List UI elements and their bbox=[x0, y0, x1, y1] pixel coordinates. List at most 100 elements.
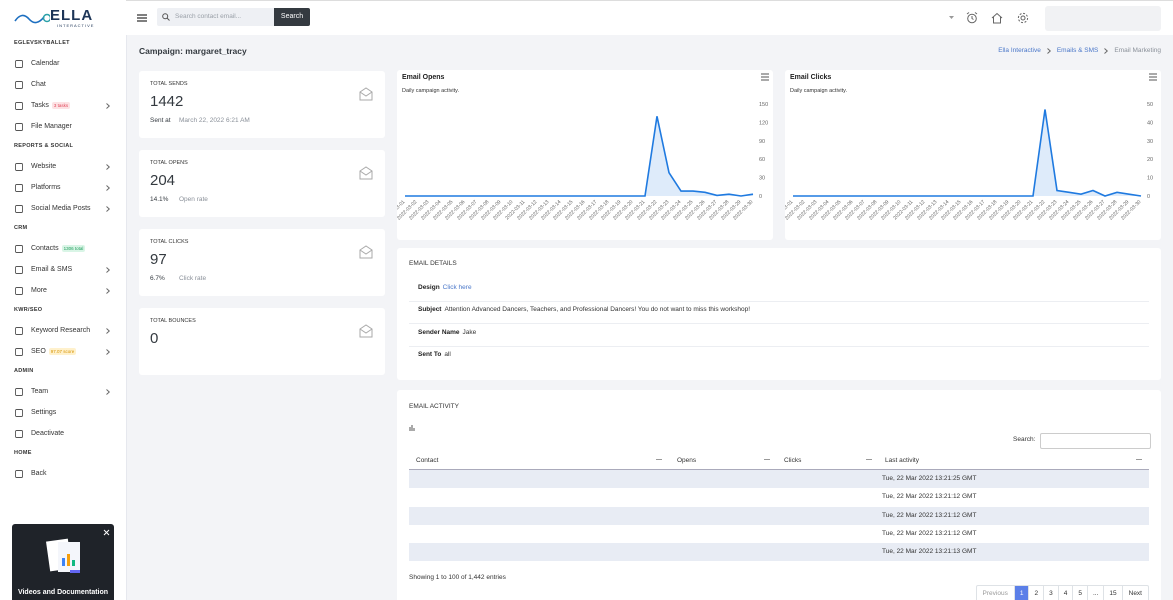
sidebar-item[interactable]: File Manager bbox=[0, 119, 126, 135]
detail-value: all bbox=[444, 350, 451, 358]
sidebar-item[interactable]: Keyword Research bbox=[0, 323, 126, 339]
sidebar-label: File Manager bbox=[31, 123, 72, 130]
dropdown-caret[interactable] bbox=[949, 16, 954, 20]
column-header[interactable]: Contact bbox=[416, 457, 439, 464]
detail-label: Sent To bbox=[418, 350, 442, 358]
chart: Email Opens Daily campaign activity. 0 30 60… bbox=[384, 73, 769, 222]
sidebar-icon bbox=[15, 163, 23, 171]
page-button[interactable]: Previous bbox=[982, 590, 1008, 597]
x-tick-label: 2022-03-09 bbox=[480, 199, 502, 221]
detail-text: Design Click here bbox=[418, 279, 472, 297]
stat-value: 1442 bbox=[150, 93, 184, 110]
sidebar-item[interactable]: Deactivate bbox=[0, 426, 126, 442]
column-header[interactable]: Opens bbox=[677, 457, 697, 464]
chart-menu[interactable] bbox=[761, 73, 769, 81]
column-header[interactable]: Last activity bbox=[885, 457, 919, 464]
breadcrumb-item[interactable]: Emails & SMS bbox=[1056, 47, 1099, 54]
x-tick-label: 2022-03-12 bbox=[516, 199, 538, 221]
sidebar-label-text: Team bbox=[31, 387, 49, 395]
sidebar-item[interactable]: Back bbox=[0, 466, 126, 482]
x-tick-label: 2022-03-02 bbox=[397, 199, 419, 221]
sidebar-item[interactable]: Tasks 3 tasks bbox=[0, 98, 126, 114]
sidebar-item[interactable]: More bbox=[0, 283, 126, 299]
page-button[interactable]: 5 bbox=[1072, 586, 1087, 600]
submenu-chevron bbox=[106, 185, 110, 191]
sidebar-label-text: Chat bbox=[31, 80, 46, 88]
y-tick-label: 30 bbox=[759, 176, 765, 182]
page-button[interactable]: 2 bbox=[1028, 586, 1043, 600]
chart-menu[interactable] bbox=[1149, 73, 1157, 81]
sidebar-section-title: CRM bbox=[14, 225, 28, 231]
alarm-icon[interactable] bbox=[966, 12, 978, 24]
sidebar-item[interactable]: Contacts 1306 total bbox=[0, 241, 126, 257]
x-tick-label: 2022-03-15 bbox=[552, 199, 574, 221]
sidebar-item[interactable]: Calendar bbox=[0, 56, 126, 72]
settings-icon[interactable] bbox=[1017, 12, 1029, 24]
promo-close[interactable] bbox=[103, 529, 110, 536]
details-card: EMAIL DETAILS Design Click here Subject Atte… bbox=[397, 248, 1161, 380]
sidebar-section-title: ADMIN bbox=[14, 368, 34, 374]
stat-note: Open rate bbox=[179, 196, 208, 203]
page-button[interactable]: 15 bbox=[1103, 586, 1121, 600]
sidebar-badge: 3 tasks bbox=[51, 101, 71, 109]
sidebar-label-text: SEO bbox=[31, 347, 46, 355]
x-tick-label: 2022-03-19 bbox=[600, 199, 622, 221]
sidebar-item[interactable]: Team bbox=[0, 384, 126, 400]
sidebar-item[interactable]: Settings bbox=[0, 405, 126, 421]
export-icon[interactable] bbox=[409, 425, 415, 431]
x-tick-label: 2022-03-03 bbox=[408, 199, 430, 221]
page-button[interactable]: 4 bbox=[1057, 586, 1073, 600]
detail-value[interactable]: Click here bbox=[442, 284, 472, 291]
table-search[interactable] bbox=[1040, 433, 1151, 449]
sidebar-icon bbox=[15, 60, 23, 68]
y-tick-label: 0 bbox=[759, 194, 762, 200]
chevron-path bbox=[106, 185, 110, 191]
sidebar-item[interactable]: Platforms bbox=[0, 180, 126, 196]
menu-toggle[interactable] bbox=[137, 14, 147, 22]
x-tick-label: 2022-03-21 bbox=[1012, 199, 1034, 221]
sidebar-icon bbox=[15, 81, 23, 89]
submenu-chevron bbox=[106, 164, 110, 170]
x-tick-label: 2022-03-04 bbox=[808, 199, 830, 221]
x-tick-label: 2022-03-26 bbox=[1072, 199, 1094, 221]
page-button[interactable]: 1 bbox=[1013, 586, 1029, 600]
page-button[interactable]: 3 bbox=[1043, 586, 1058, 600]
y-tick-label: 50 bbox=[1147, 102, 1153, 108]
search-input[interactable]: Search contact email... bbox=[157, 8, 274, 26]
column-header[interactable]: Clicks bbox=[784, 457, 802, 464]
table-row: Tue, 22 Mar 2022 13:21:13 GMT bbox=[409, 543, 1149, 562]
sidebar-label: SEO 97.07 score bbox=[31, 347, 77, 355]
sidebar-icon bbox=[15, 348, 23, 356]
sidebar-label-text: Settings bbox=[31, 408, 57, 416]
sidebar-item[interactable]: SEO 97.07 score bbox=[0, 344, 126, 360]
promo-card[interactable]: Videos and Documentation bbox=[12, 524, 114, 600]
x-tick-label: 2022-03-29 bbox=[1108, 199, 1130, 221]
sidebar-label-text: Back bbox=[31, 469, 47, 477]
stat-value: 0 bbox=[150, 330, 159, 347]
chart-title: Email Clicks bbox=[790, 74, 831, 81]
x-tick-label: 2022-03-23 bbox=[1036, 199, 1058, 221]
icon-shape bbox=[15, 388, 23, 396]
x-tick-label: 2022-03-07 bbox=[844, 199, 866, 221]
page-button[interactable]: ... bbox=[1086, 586, 1103, 600]
detail-text: Sent To all bbox=[418, 346, 451, 364]
stat-icon bbox=[359, 87, 373, 101]
sidebar-item[interactable]: Social Media Posts bbox=[0, 201, 126, 217]
search-button[interactable]: Search bbox=[274, 8, 310, 26]
icon-shape bbox=[15, 327, 23, 335]
user-menu[interactable] bbox=[1045, 6, 1161, 31]
sidebar-item[interactable]: Email & SMS bbox=[0, 262, 126, 278]
x-tick-label: 2022-03-11 bbox=[892, 199, 914, 221]
x-tick-label: 2022-03-05 bbox=[432, 199, 454, 221]
icon-shape bbox=[15, 123, 23, 131]
stat-value: 204 bbox=[150, 172, 176, 189]
breadcrumb-item[interactable]: Ella Interactive bbox=[998, 47, 1041, 54]
page-button[interactable]: Next bbox=[1121, 586, 1148, 600]
icon-shape bbox=[359, 245, 373, 259]
home-icon[interactable] bbox=[991, 12, 1003, 24]
icon-shape bbox=[15, 409, 23, 417]
sidebar-item[interactable]: Website bbox=[0, 159, 126, 175]
icon-shape bbox=[359, 87, 373, 101]
sidebar-item[interactable]: Chat bbox=[0, 77, 126, 93]
detail-row: Design Click here bbox=[409, 279, 1149, 302]
